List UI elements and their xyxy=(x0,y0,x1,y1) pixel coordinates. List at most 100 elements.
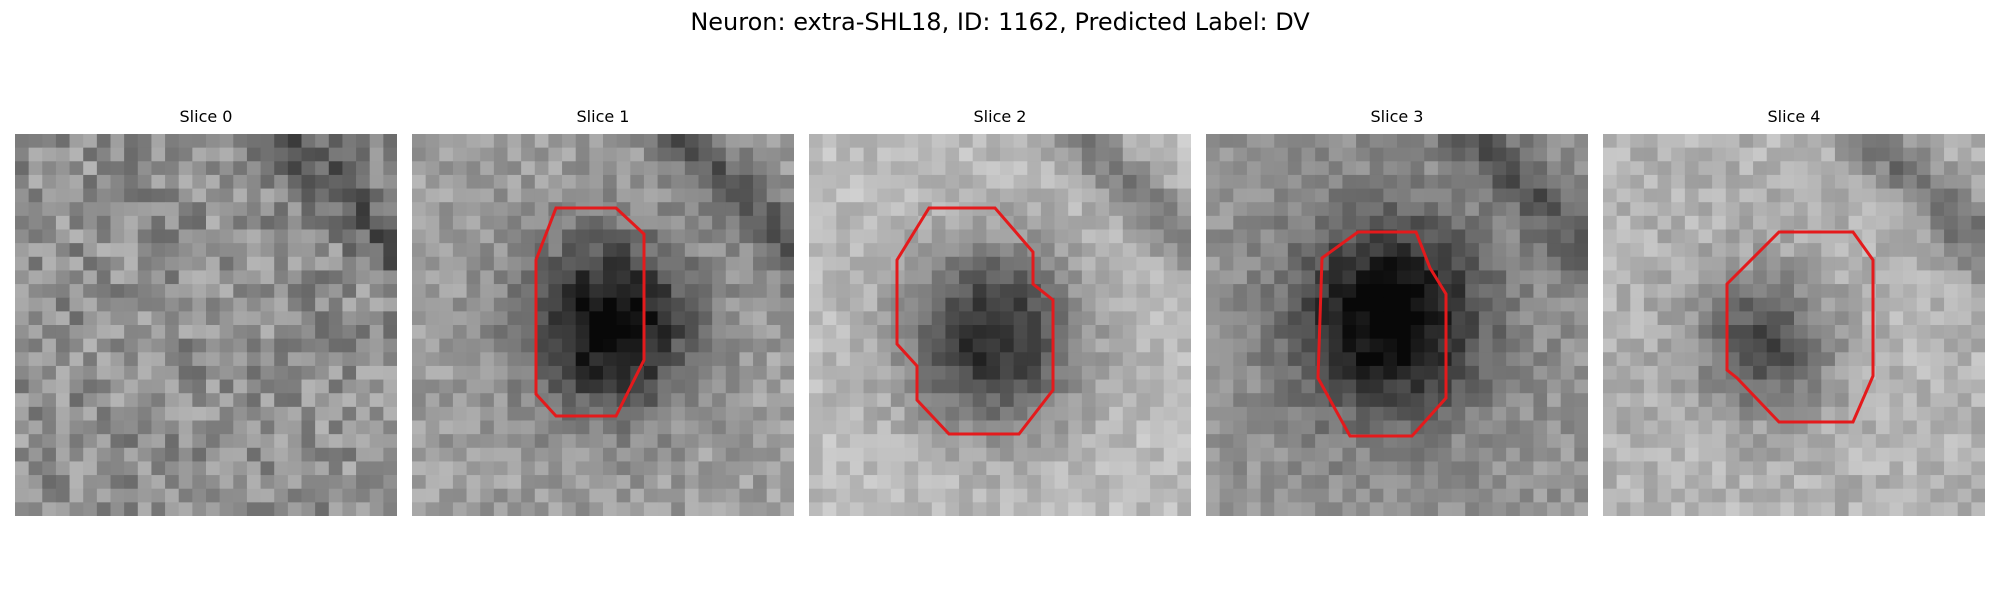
pixel xyxy=(1081,447,1096,462)
pixel xyxy=(945,393,960,408)
pixel xyxy=(1465,365,1480,380)
pixel xyxy=(1807,311,1822,326)
pixel xyxy=(657,379,672,394)
pixel xyxy=(643,488,658,503)
pixel xyxy=(1889,147,1904,162)
pixel xyxy=(165,188,180,203)
pixel xyxy=(562,147,577,162)
pixel xyxy=(192,434,207,449)
pixel xyxy=(28,352,43,367)
pixel xyxy=(534,488,549,503)
pixel xyxy=(493,202,508,217)
pixel xyxy=(1916,447,1931,462)
pixel xyxy=(1657,393,1672,408)
pixel xyxy=(562,406,577,421)
pixel xyxy=(521,352,536,367)
pixel xyxy=(1821,475,1836,490)
pixel xyxy=(274,406,289,421)
pixel xyxy=(83,311,98,326)
pixel xyxy=(1807,243,1822,258)
pixel xyxy=(274,256,289,271)
pixel xyxy=(684,365,699,380)
pixel xyxy=(219,284,234,299)
pixel xyxy=(698,488,713,503)
pixel xyxy=(1875,488,1890,503)
pixel xyxy=(1794,420,1809,435)
pixel xyxy=(1383,147,1398,162)
pixel xyxy=(1944,488,1959,503)
pixel xyxy=(1492,270,1507,285)
pixel xyxy=(1547,202,1562,217)
pixel xyxy=(1657,229,1672,244)
pixel xyxy=(616,147,631,162)
pixel xyxy=(849,147,864,162)
pixel xyxy=(452,243,467,258)
pixel xyxy=(918,147,933,162)
pixel xyxy=(1301,270,1316,285)
pixel xyxy=(1136,325,1151,340)
pixel xyxy=(1478,393,1493,408)
pixel xyxy=(412,311,427,326)
pixel xyxy=(698,229,713,244)
pixel xyxy=(1356,147,1371,162)
pixel xyxy=(712,311,727,326)
pixel xyxy=(1054,134,1069,149)
pixel xyxy=(562,134,577,149)
pixel xyxy=(192,188,207,203)
pixel xyxy=(1957,134,1972,149)
pixel xyxy=(1000,352,1015,367)
pixel xyxy=(55,420,70,435)
pixel xyxy=(1301,297,1316,312)
pixel xyxy=(534,174,549,189)
pixel xyxy=(1301,188,1316,203)
pixel xyxy=(1712,365,1727,380)
pixel xyxy=(1698,147,1713,162)
pixel xyxy=(1150,256,1165,271)
pixel xyxy=(439,174,454,189)
pixel xyxy=(904,420,919,435)
pixel xyxy=(1766,488,1781,503)
pixel xyxy=(809,297,824,312)
pixel xyxy=(1903,243,1918,258)
pixel xyxy=(1233,297,1248,312)
pixel xyxy=(1834,502,1849,516)
pixel xyxy=(1574,161,1588,176)
pixel xyxy=(1274,161,1289,176)
pixel xyxy=(178,188,193,203)
pixel xyxy=(356,134,371,149)
pixel xyxy=(1136,420,1151,435)
pixel xyxy=(1643,475,1658,490)
pixel xyxy=(1013,174,1028,189)
pixel xyxy=(1397,161,1412,176)
pixel xyxy=(1916,161,1931,176)
pixel xyxy=(315,434,330,449)
pixel xyxy=(753,215,768,230)
pixel xyxy=(931,188,946,203)
pixel xyxy=(1657,297,1672,312)
pixel xyxy=(1916,406,1931,421)
pixel xyxy=(328,488,343,503)
pixel xyxy=(165,270,180,285)
pixel xyxy=(1794,134,1809,149)
pixel xyxy=(1519,243,1534,258)
pixel xyxy=(1821,365,1836,380)
pixel xyxy=(42,284,57,299)
pixel xyxy=(178,215,193,230)
pixel xyxy=(1875,270,1890,285)
pixel xyxy=(959,243,974,258)
pixel xyxy=(1739,311,1754,326)
pixel xyxy=(274,147,289,162)
pixel xyxy=(822,270,837,285)
pixel xyxy=(1766,406,1781,421)
pixel xyxy=(1533,311,1548,326)
pixel xyxy=(1794,338,1809,353)
pixel xyxy=(1574,406,1588,421)
pixel xyxy=(1616,215,1631,230)
pixel xyxy=(1177,352,1191,367)
pixel xyxy=(383,420,397,435)
pixel xyxy=(616,297,631,312)
pixel xyxy=(1315,475,1330,490)
pixel xyxy=(137,202,152,217)
pixel xyxy=(1671,502,1686,516)
pixel xyxy=(1177,461,1191,476)
